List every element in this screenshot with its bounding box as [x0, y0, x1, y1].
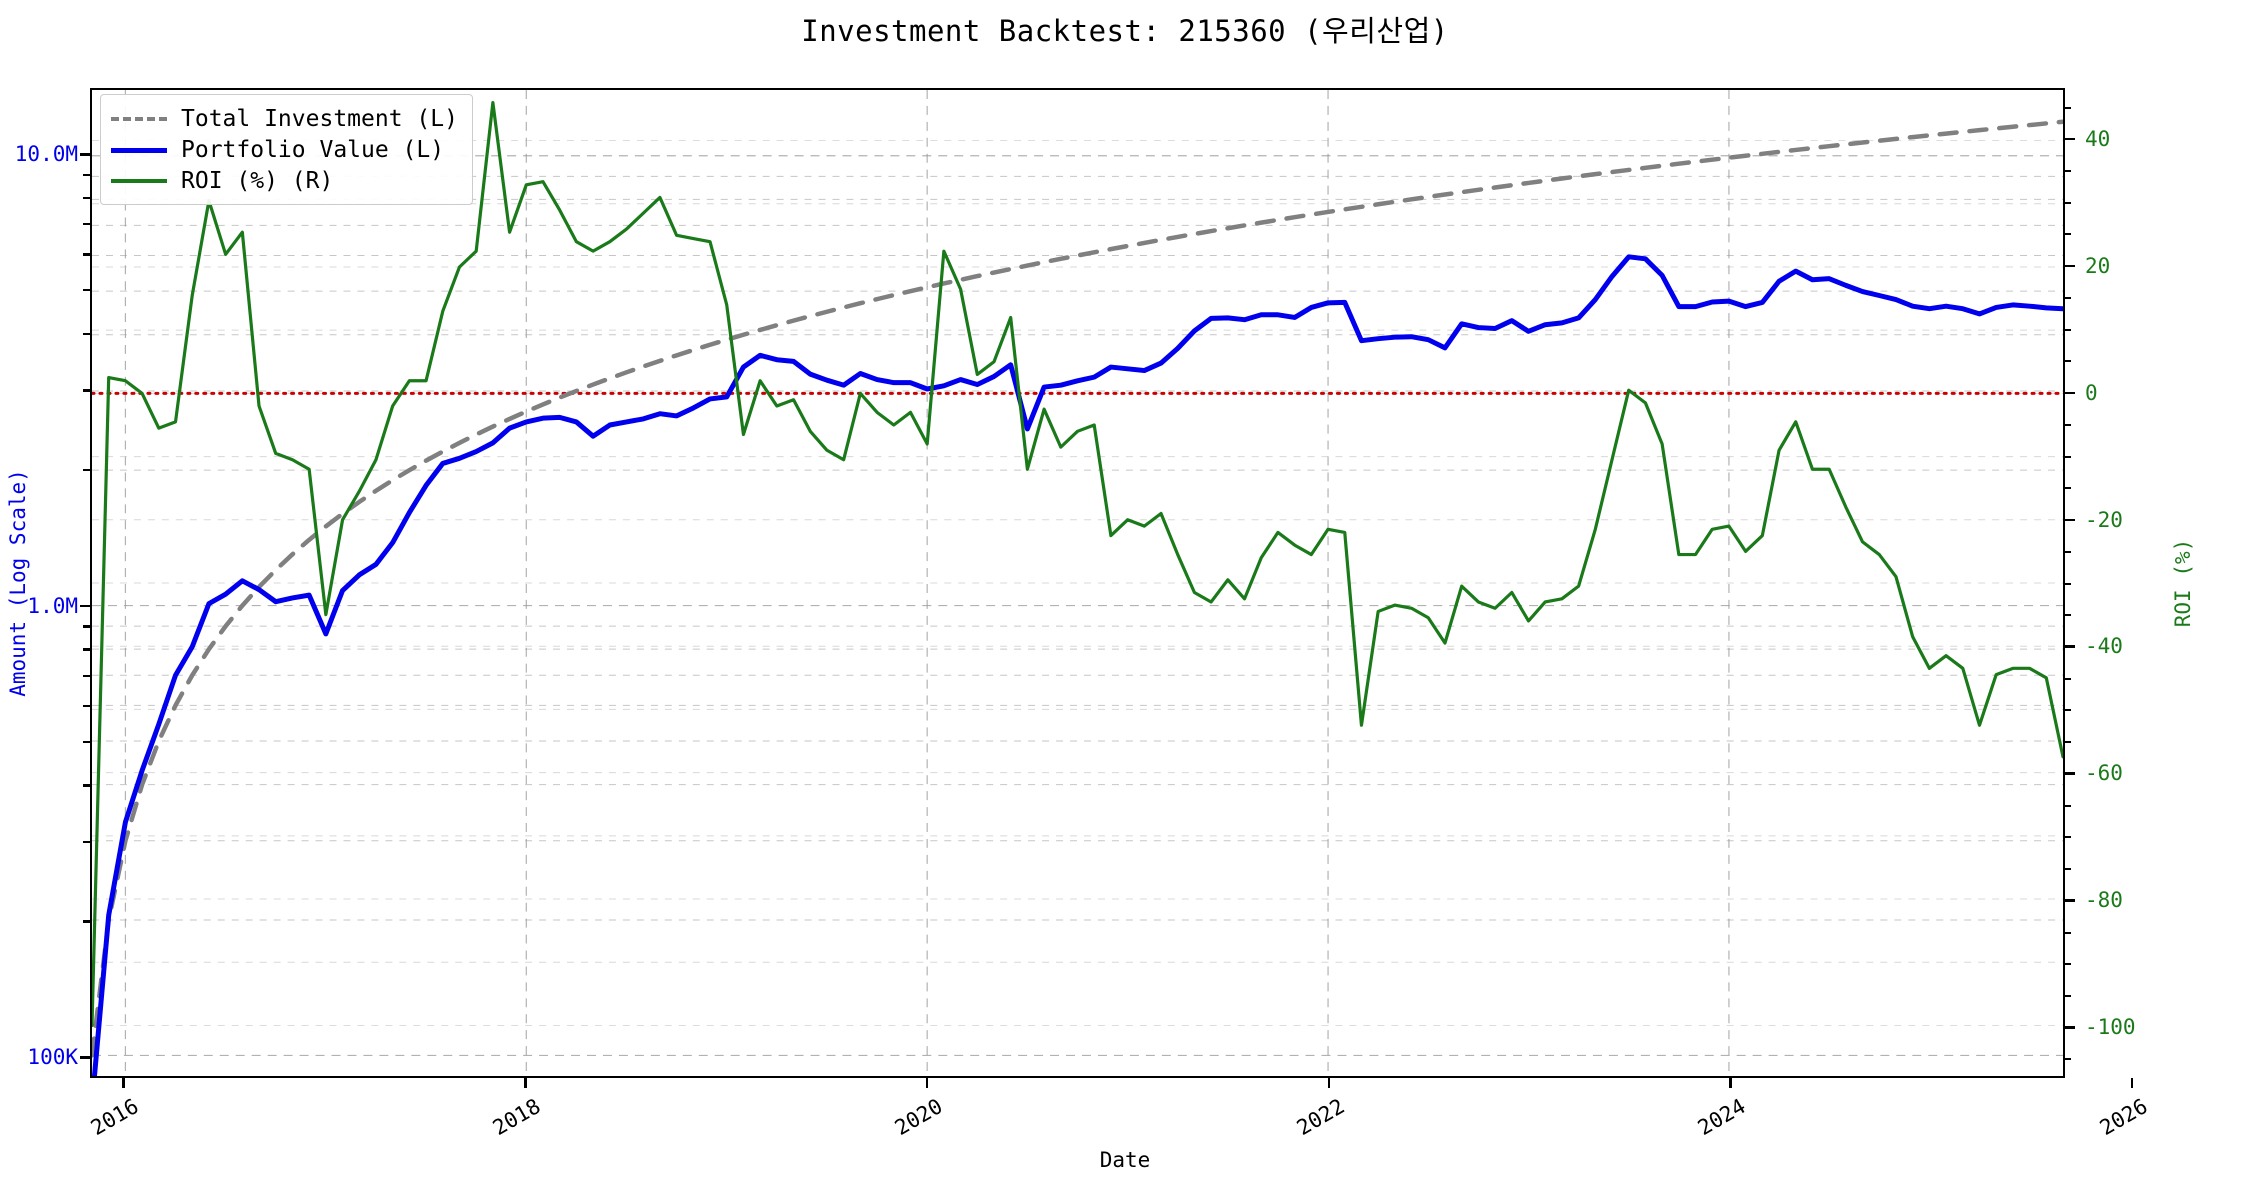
legend-item-roi[interactable]: ROI (%) (R) — [111, 165, 458, 196]
y-axis-right-minor-tick — [2065, 233, 2071, 236]
y-axis-left-tick — [83, 920, 90, 923]
y-axis-left-label: 10.0M — [14, 142, 78, 166]
y-axis-right-tick — [2065, 137, 2075, 141]
y-axis-right-tick — [2065, 899, 2075, 902]
y-axis-right-title: ROI (%) — [2171, 538, 2195, 628]
y-axis-right-tick — [2065, 391, 2075, 395]
y-axis-right-label: 20 — [2085, 253, 2111, 278]
y-axis-right-tick — [2065, 772, 2075, 775]
y-axis-right-label: -40 — [2085, 634, 2123, 659]
y-axis-right-label: 40 — [2085, 126, 2111, 151]
y-axis-left-tick — [83, 253, 90, 256]
y-axis-right-minor-tick — [2065, 328, 2071, 331]
y-axis-left-tick — [83, 740, 90, 744]
y-axis-left-tick — [83, 288, 90, 292]
y-axis-right-minor-tick — [2065, 201, 2071, 204]
y-axis-right-minor-tick — [2065, 550, 2071, 553]
y-axis-left-tick — [83, 222, 90, 226]
plot-area — [90, 88, 2065, 1078]
legend-label-roi: ROI (%) (R) — [181, 167, 334, 194]
legend-item-total-investment[interactable]: Total Investment (L) — [111, 103, 458, 134]
y-axis-right-minor-tick — [2065, 931, 2071, 934]
y-axis-left-tick — [83, 674, 90, 678]
y-axis-left-tick — [83, 784, 90, 787]
y-axis-right-minor-tick — [2065, 170, 2071, 172]
y-axis-right-tick — [2065, 645, 2075, 648]
y-axis-right-tick — [2065, 1026, 2075, 1029]
y-axis-left-title: Amount (Log Scale) — [6, 469, 30, 697]
y-axis-right-tick — [2065, 518, 2075, 522]
y-axis-left-tick — [83, 625, 90, 628]
y-axis-right-minor-tick — [2065, 1058, 2071, 1061]
x-axis-label: 2020 — [890, 1094, 947, 1141]
x-axis-tick — [1327, 1078, 1331, 1088]
y-axis-left-tick — [83, 648, 90, 651]
y-axis-right-minor-tick — [2065, 868, 2071, 871]
y-axis-right-minor-tick — [2065, 836, 2071, 839]
y-axis-left-tick — [83, 196, 90, 200]
x-axis-label: 2022 — [1292, 1094, 1349, 1141]
y-axis-right-minor-tick — [2065, 582, 2071, 585]
y-axis-right-minor-tick — [2065, 804, 2071, 807]
y-axis-right-minor-tick — [2065, 741, 2071, 744]
y-axis-left-tick — [83, 704, 90, 708]
x-axis-tick — [1729, 1078, 1732, 1088]
y-axis-left-tick — [80, 153, 90, 156]
y-axis-right-minor-tick — [2065, 487, 2071, 490]
y-axis-left-tick — [80, 604, 90, 608]
y-axis-left-tick — [83, 468, 90, 472]
x-axis-label: 2018 — [488, 1094, 545, 1141]
x-axis-label: 2016 — [87, 1094, 144, 1141]
y-axis-left-label: 1.0M — [27, 593, 78, 618]
legend-label-portfolio-value: Portfolio Value (L) — [181, 136, 445, 163]
x-axis-title: Date — [1099, 1148, 1151, 1172]
y-axis-right-label: 0 — [2085, 380, 2098, 405]
y-axis-right-minor-tick — [2065, 360, 2071, 363]
series-line-1 — [92, 254, 2063, 1076]
chart-legend: Total Investment (L) Portfolio Value (L)… — [100, 94, 473, 205]
data-layer — [92, 101, 2063, 1076]
y-axis-left-tick — [80, 1056, 90, 1059]
y-axis-right-minor-tick — [2065, 995, 2071, 997]
y-axis-right-minor-tick — [2065, 296, 2071, 299]
x-axis-tick — [122, 1078, 125, 1088]
y-axis-right-minor-tick — [2065, 423, 2071, 426]
y-axis-left-tick — [83, 389, 90, 392]
y-axis-right-minor-tick — [2065, 677, 2071, 680]
y-axis-right-minor-tick — [2065, 963, 2071, 966]
y-axis-right-minor-tick — [2065, 614, 2071, 617]
y-axis-right-minor-tick — [2065, 709, 2071, 712]
y-axis-right-label: -80 — [2085, 888, 2123, 913]
series-line-2 — [92, 101, 2063, 1028]
y-axis-left-tick — [83, 332, 90, 336]
legend-label-total-investment: Total Investment (L) — [181, 105, 458, 132]
grid-layer — [92, 90, 2063, 1076]
y-axis-right-label: -100 — [2085, 1015, 2136, 1040]
y-axis-left-label: 100K — [27, 1045, 78, 1070]
y-axis-left-tick — [83, 173, 90, 177]
series-line-0 — [92, 119, 2063, 1058]
y-axis-right-minor-tick — [2065, 455, 2071, 458]
x-axis-label: 2024 — [1694, 1094, 1750, 1141]
y-axis-left-tick — [83, 840, 90, 844]
legend-item-portfolio-value[interactable]: Portfolio Value (L) — [111, 134, 458, 165]
x-axis-label: 2026 — [2095, 1094, 2152, 1141]
x-axis-tick — [2130, 1078, 2134, 1088]
x-axis-tick — [524, 1078, 527, 1088]
chart-title: Investment Backtest: 215360 (우리산업) — [801, 14, 1449, 48]
y-axis-right-tick — [2065, 264, 2075, 268]
y-axis-right-label: -60 — [2085, 761, 2123, 786]
y-axis-right-label: -20 — [2085, 507, 2123, 532]
x-axis-tick — [925, 1078, 929, 1088]
y-axis-right-minor-tick — [2065, 106, 2071, 109]
